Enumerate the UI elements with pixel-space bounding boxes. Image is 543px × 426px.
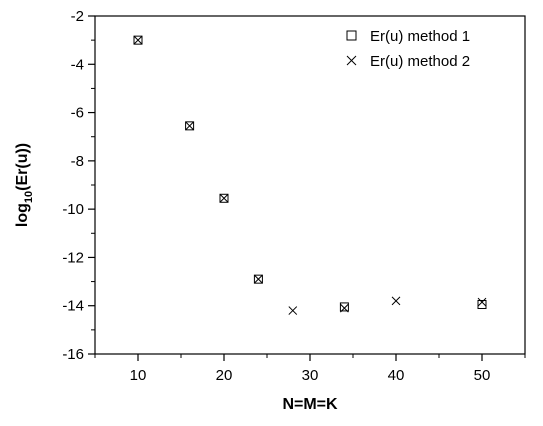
y-tick-label: -12: [62, 249, 84, 266]
x-tick-label: 10: [130, 367, 147, 384]
x-axis-label: N=M=K: [282, 396, 338, 413]
y-axis-label: log10(Er(u)): [14, 143, 35, 227]
data-points: [133, 35, 487, 315]
y-tick-label: -10: [62, 201, 84, 218]
y-axis-label-tail: (Er(u)): [14, 143, 31, 191]
y-axis-label-subscript: 10: [23, 191, 35, 203]
x-tick-label: 20: [216, 367, 233, 384]
y-tick-label: -8: [71, 153, 84, 170]
y-tick-label: -6: [71, 105, 84, 122]
axis-ticks: [88, 15, 526, 361]
y-tick-label: -4: [71, 56, 84, 73]
legend-marker-method-2: [346, 55, 357, 66]
legend-label-method-1: Er(u) method 1: [370, 28, 470, 45]
method-2-point: [219, 193, 229, 203]
method-2-point: [340, 303, 349, 313]
x-tick-label: 40: [388, 367, 405, 384]
method-2-point: [391, 296, 401, 306]
method-2-point: [133, 35, 143, 45]
y-tick-label: -2: [71, 8, 84, 25]
axis-tick-labels: 10 20 30 40 50 -16 -14 -12 -10 -8 -6 -4 -2: [62, 8, 490, 384]
method-1-point: [133, 35, 143, 45]
y-tick-label: -16: [62, 346, 84, 363]
method-1-point: [477, 300, 487, 310]
method-2-point: [185, 121, 194, 131]
x-tick-label: 50: [474, 367, 491, 384]
method-2-point: [477, 297, 487, 307]
legend: Er(u) method 1 Er(u) method 2: [346, 28, 470, 70]
method-2-point: [288, 306, 298, 315]
method-1-point: [339, 302, 349, 312]
method-2-point: [254, 274, 263, 284]
legend-label-method-2: Er(u) method 2: [370, 53, 470, 70]
x-tick-label: 30: [302, 367, 319, 384]
method-1-point: [253, 274, 263, 284]
method-1-point: [185, 121, 195, 131]
y-axis-label-main: log: [14, 203, 31, 227]
y-tick-label: -14: [62, 298, 84, 315]
method-1-point: [219, 193, 229, 203]
legend-marker-method-1: [346, 30, 357, 41]
